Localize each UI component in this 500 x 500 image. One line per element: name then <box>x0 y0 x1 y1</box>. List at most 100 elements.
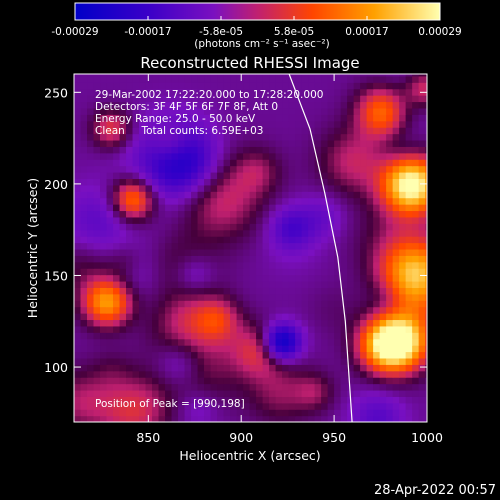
heatmap-cell <box>178 165 186 173</box>
heatmap-cell <box>236 364 244 372</box>
heatmap-cell <box>230 274 238 282</box>
heatmap-cell <box>269 152 277 160</box>
heatmap-cell <box>152 306 160 314</box>
heatmap-cell <box>262 139 270 147</box>
heatmap-cell <box>340 120 348 128</box>
heatmap-cell <box>152 242 160 250</box>
heatmap-cell <box>158 127 166 135</box>
heatmap-cell <box>321 409 329 417</box>
heatmap-cell <box>178 242 186 250</box>
heatmap-cell <box>145 248 153 256</box>
heatmap-cell <box>87 229 95 237</box>
heatmap-cell <box>282 75 290 83</box>
heatmap-cell <box>405 133 413 141</box>
heatmap-cell <box>288 287 296 295</box>
heatmap-cell <box>106 280 114 288</box>
heatmap-cell <box>210 107 218 115</box>
heatmap-cell <box>321 345 329 353</box>
heatmap-cell <box>340 197 348 205</box>
heatmap-cell <box>204 133 212 141</box>
heatmap-cell <box>158 402 166 410</box>
heatmap-cell <box>230 300 238 308</box>
heatmap-cell <box>295 165 303 173</box>
heatmap-cell <box>178 300 186 308</box>
heatmap-cell <box>217 313 225 321</box>
heatmap-cell <box>347 159 355 167</box>
heatmap-cell <box>178 95 186 103</box>
heatmap-cell <box>165 261 173 269</box>
heatmap-cell <box>412 184 420 192</box>
heatmap-cell <box>386 300 394 308</box>
heatmap-cell <box>425 402 427 410</box>
heatmap-cell <box>152 178 160 186</box>
heatmap-cell <box>74 171 82 179</box>
heatmap-cell <box>178 345 186 353</box>
heatmap-cell <box>269 351 277 359</box>
heatmap-cell <box>106 242 114 250</box>
heatmap-cell <box>256 146 264 154</box>
heatmap-cell <box>80 101 88 109</box>
heatmap-cell <box>425 300 427 308</box>
heatmap-cell <box>386 389 394 397</box>
heatmap-cell <box>295 268 303 276</box>
heatmap-cell <box>106 178 114 186</box>
heatmap-cell <box>74 415 82 422</box>
heatmap-cell <box>223 95 231 103</box>
heatmap-cell <box>295 351 303 359</box>
heatmap-cell <box>230 191 238 199</box>
heatmap-cell <box>171 255 179 263</box>
heatmap-cell <box>165 146 173 154</box>
heatmap-cell <box>249 159 257 167</box>
heatmap-cell <box>145 75 153 83</box>
heatmap-cell <box>399 204 407 212</box>
heatmap-cell <box>295 242 303 250</box>
heatmap-cell <box>262 319 270 327</box>
heatmap-cell <box>373 236 381 244</box>
heatmap-cell <box>379 75 387 83</box>
heatmap-cell <box>100 396 108 404</box>
heatmap-cell <box>288 184 296 192</box>
heatmap-cell <box>236 383 244 391</box>
heatmap-cell <box>360 313 368 321</box>
heatmap-cell <box>340 216 348 224</box>
heatmap-cell <box>373 120 381 128</box>
heatmap-cell <box>425 370 427 378</box>
heatmap-cell <box>360 146 368 154</box>
heatmap-cell <box>269 146 277 154</box>
heatmap-cell <box>353 184 361 192</box>
heatmap-cell <box>119 377 127 385</box>
heatmap-cell <box>243 74 251 77</box>
heatmap-cell <box>178 75 186 83</box>
heatmap-cell <box>282 383 290 391</box>
heatmap-cell <box>243 82 251 90</box>
heatmap-cell <box>74 351 82 359</box>
heatmap-cell <box>184 127 192 135</box>
heatmap-cell <box>334 242 342 250</box>
heatmap-cell <box>295 338 303 346</box>
heatmap-cell <box>243 223 251 231</box>
heatmap-cell <box>418 133 426 141</box>
heatmap-cell <box>223 229 231 237</box>
heatmap-cell <box>74 236 82 244</box>
heatmap-cell <box>392 255 400 263</box>
heatmap-cell <box>425 216 427 224</box>
heatmap-cell <box>197 178 205 186</box>
heatmap-cell <box>340 107 348 115</box>
heatmap-cell <box>100 319 108 327</box>
heatmap-cell <box>366 383 374 391</box>
heatmap-cell <box>145 74 153 77</box>
heatmap-cell <box>113 236 121 244</box>
heatmap-cell <box>373 127 381 135</box>
heatmap-cell <box>106 139 114 147</box>
heatmap-cell <box>184 319 192 327</box>
heatmap-cell <box>145 178 153 186</box>
heatmap-cell <box>204 88 212 96</box>
heatmap-cell <box>145 95 153 103</box>
heatmap-cell <box>301 165 309 173</box>
heatmap-cell <box>113 210 121 218</box>
heatmap-cell <box>165 300 173 308</box>
heatmap-cell <box>230 139 238 147</box>
heatmap-cell <box>386 402 394 410</box>
heatmap-cell <box>282 370 290 378</box>
heatmap-cell <box>132 152 140 160</box>
